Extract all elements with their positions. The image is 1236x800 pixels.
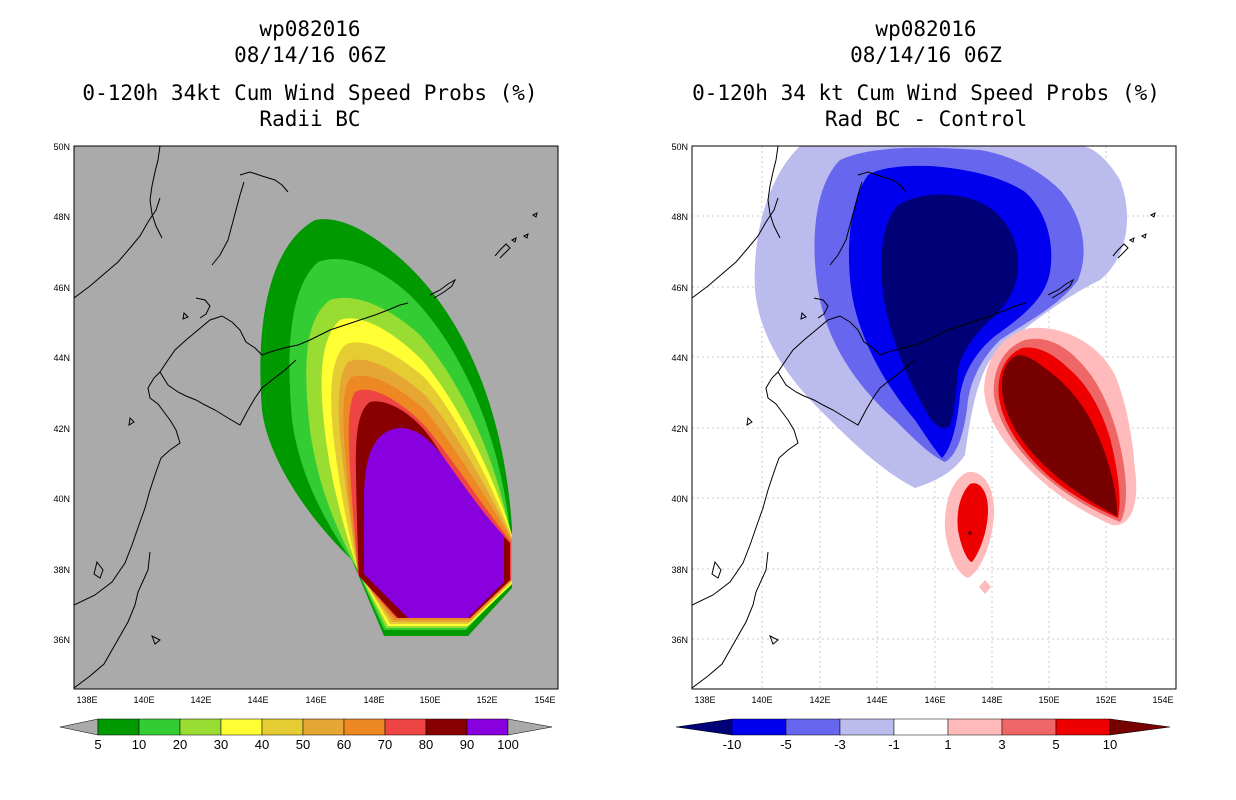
lat-label: 38N [53,565,70,575]
lon-label: 150E [1038,695,1059,705]
colorbar-swatch [384,718,427,736]
colorbar-swatch [466,718,509,736]
colorbar-swatch [425,718,468,736]
colorbar-label: -3 [834,737,846,752]
colorbar-label: 50 [296,737,310,752]
colorbar-label: 10 [1103,737,1117,752]
prob-90 [364,428,504,618]
colorbar-label: 1 [944,737,951,752]
lon-label: 150E [419,695,440,705]
colorbar-swatch [220,718,263,736]
left-title: wp082016 08/14/16 06Z 0-120h 34kt Cum Wi… [40,16,580,132]
lon-label: 148E [981,695,1002,705]
right-map-frame [691,145,1177,690]
colorbar-swatch [97,718,140,736]
colorbar-swatch [839,718,895,736]
lat-label: 36N [53,635,70,645]
colorbar-swatch [261,718,304,736]
lat-label: 44N [53,353,70,363]
colorbar-label: 40 [255,737,269,752]
left-lat-axis: 50N 48N 46N 44N 42N 40N 38N 36N [53,142,70,645]
lon-label: 148E [363,695,384,705]
right-colorbar: -10 -5 -3 -1 1 3 5 10 [675,718,1171,752]
colorbar-label: 5 [94,737,101,752]
right-positive-contours [944,327,1137,594]
lon-label: 142E [809,695,830,705]
colorbar-swatch [785,718,841,736]
colorbar-swatch [138,718,181,736]
colorbar-label: 10 [132,737,146,752]
left-map: 138E 140E 142E 144E 146E 148E 150E 152E … [53,142,559,705]
lon-label: 146E [924,695,945,705]
lat-label: 50N [671,142,688,152]
lon-label: 138E [694,695,715,705]
lat-label: 40N [671,494,688,504]
lon-label: 144E [866,695,887,705]
colorbar-label: 100 [497,737,519,752]
colorbar-label: -10 [723,737,742,752]
colorbar-swatch [1055,718,1111,736]
lat-label: 48N [671,212,688,222]
lat-label: 50N [53,142,70,152]
colorbar-low-end [675,718,733,736]
colorbar-swatch [1001,718,1057,736]
left-map-frame [73,145,559,690]
lon-label: 138E [76,695,97,705]
lon-label: 154E [534,695,555,705]
colorbar-high-end [1109,718,1171,736]
right-map: 138E 140E 142E 144E 146E 148E 150E 152E … [671,142,1177,705]
lon-label: 140E [133,695,154,705]
lon-label: 152E [476,695,497,705]
lat-label: 48N [53,212,70,222]
colorbar-swatch [179,718,222,736]
right-storm-id: wp082016 [875,17,977,41]
left-colorbar: 5 10 20 30 40 50 60 70 80 90 100 [59,718,553,752]
left-date: 08/14/16 06Z [234,43,386,67]
lat-label: 42N [671,424,688,434]
colorbar-label: 30 [214,737,228,752]
left-probability-contours [74,146,538,689]
colorbar-label: 90 [460,737,474,752]
colorbar-label: 5 [1052,737,1059,752]
lat-label: 36N [671,635,688,645]
lon-label: 140E [751,695,772,705]
colorbar-low-end [59,718,99,736]
colorbar-label: 60 [337,737,351,752]
right-product: 0-120h 34 kt Cum Wind Speed Probs (%) [692,81,1160,105]
lat-label: 44N [671,353,688,363]
left-product: 0-120h 34kt Cum Wind Speed Probs (%) [82,81,538,105]
lat-label: 46N [53,283,70,293]
colorbar-high-end [507,718,553,736]
lon-label: 154E [1152,695,1173,705]
left-lon-axis: 138E 140E 142E 144E 146E 148E 150E 152E … [76,695,555,705]
lat-label: 40N [53,494,70,504]
colorbar-label: -1 [888,737,900,752]
colorbar-swatch [893,718,949,736]
colorbar-label: 20 [173,737,187,752]
right-lat-axis: 50N 48N 46N 44N 42N 40N 38N 36N [671,142,688,645]
right-date: 08/14/16 06Z [850,43,1002,67]
colorbar-label: 80 [419,737,433,752]
lat-label: 38N [671,565,688,575]
right-subtitle: Rad BC - Control [824,107,1028,131]
right-title: wp082016 08/14/16 06Z 0-120h 34 kt Cum W… [656,16,1196,132]
lon-label: 146E [305,695,326,705]
lon-label: 144E [247,695,268,705]
lon-label: 142E [190,695,211,705]
colorbar-label: 3 [998,737,1005,752]
colorbar-swatch [731,718,787,736]
left-subtitle: Radii BC [259,107,361,131]
lat-label: 42N [53,424,70,434]
colorbar-label: -5 [780,737,792,752]
lon-label: 152E [1095,695,1116,705]
colorbar-swatch [947,718,1003,736]
right-lon-axis: 138E 140E 142E 144E 146E 148E 150E 152E … [694,695,1173,705]
left-storm-id: wp082016 [259,17,361,41]
colorbar-label: 70 [378,737,392,752]
colorbar-swatch [302,718,345,736]
lat-label: 46N [671,283,688,293]
colorbar-swatch [343,718,386,736]
